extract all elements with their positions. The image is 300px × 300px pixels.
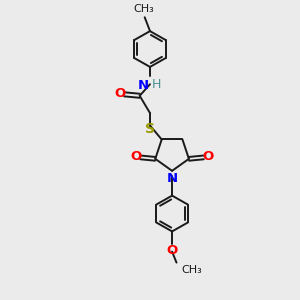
- Text: H: H: [152, 79, 161, 92]
- Text: O: O: [203, 150, 214, 163]
- Text: CH₃: CH₃: [133, 4, 154, 14]
- Text: CH₃: CH₃: [181, 266, 202, 275]
- Text: N: N: [138, 79, 149, 92]
- Text: O: O: [167, 244, 178, 257]
- Text: O: O: [130, 150, 142, 163]
- Text: N: N: [167, 172, 178, 185]
- Text: O: O: [115, 87, 126, 100]
- Text: S: S: [145, 122, 155, 136]
